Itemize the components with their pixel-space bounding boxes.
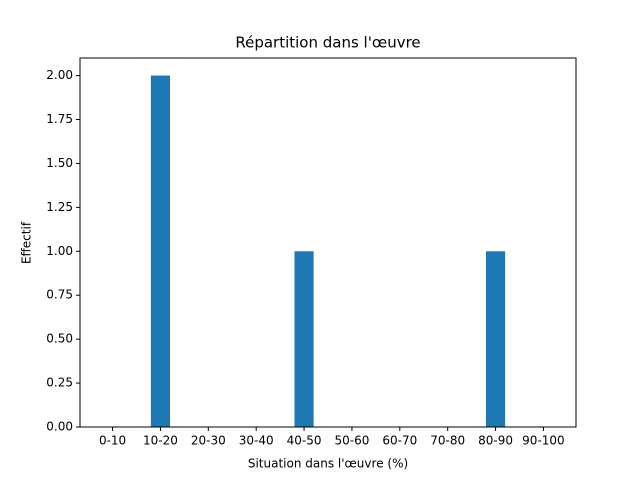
y-tick-label: 0.00 bbox=[46, 420, 73, 434]
y-tick-label: 1.25 bbox=[46, 200, 73, 214]
x-tick-label: 80-90 bbox=[478, 434, 513, 448]
y-axis-label: Effectif bbox=[20, 221, 34, 264]
x-axis-label: Situation dans l'œuvre (%) bbox=[248, 457, 408, 471]
x-tick-label: 50-60 bbox=[335, 434, 370, 448]
y-tick-label: 1.00 bbox=[46, 244, 73, 258]
x-tick-label: 30-40 bbox=[239, 434, 274, 448]
x-tick-label: 10-20 bbox=[143, 434, 178, 448]
y-tick-label: 0.50 bbox=[46, 332, 73, 346]
bar bbox=[294, 251, 314, 427]
y-tick-label: 1.75 bbox=[46, 112, 73, 126]
bar bbox=[485, 251, 506, 427]
y-tick-label: 2.00 bbox=[46, 68, 73, 82]
y-tick-label: 0.25 bbox=[46, 376, 73, 390]
y-tick-label: 1.50 bbox=[46, 156, 73, 170]
y-tick-label: 0.75 bbox=[46, 288, 73, 302]
bar bbox=[150, 75, 171, 428]
x-tick-label: 60-70 bbox=[382, 434, 417, 448]
x-tick-label: 0-10 bbox=[99, 434, 126, 448]
plot-frame bbox=[79, 57, 577, 428]
x-tick-label: 90-100 bbox=[522, 434, 565, 448]
chart-title: Répartition dans l'œuvre bbox=[235, 34, 420, 52]
x-tick-label: 40-50 bbox=[287, 434, 322, 448]
x-tick-label: 20-30 bbox=[191, 434, 226, 448]
x-tick-label: 70-80 bbox=[430, 434, 465, 448]
